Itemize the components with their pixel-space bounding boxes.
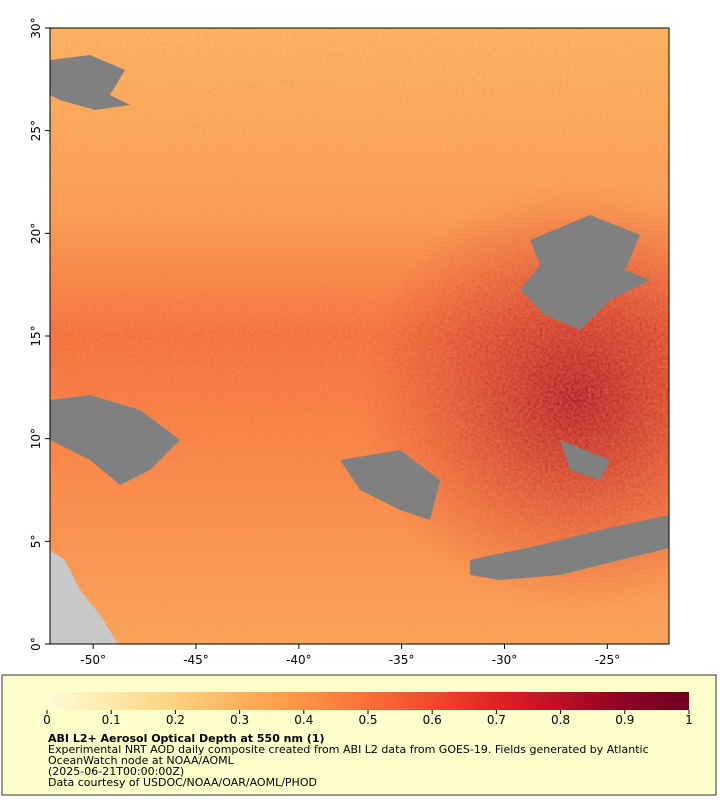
colorbar-tick-label: 0.8 <box>551 713 570 727</box>
colorbar-tick-label: 0.4 <box>294 713 313 727</box>
y-tick-label: 0° <box>29 637 43 651</box>
x-tick-label: -30° <box>492 653 518 667</box>
aod-field <box>50 28 669 644</box>
y-tick-label: 15° <box>29 325 43 346</box>
colorbar-tick-label: 0.3 <box>230 713 249 727</box>
x-tick-label: -40° <box>286 653 312 667</box>
x-tick-label: -25° <box>595 653 621 667</box>
colorbar <box>47 692 689 710</box>
colorbar-tick-label: 0.7 <box>487 713 506 727</box>
colorbar-tick-label: 0.5 <box>358 713 377 727</box>
x-tick-label: -45° <box>183 653 209 667</box>
y-tick-label: 25° <box>29 120 43 141</box>
colorbar-tick-label: 0.6 <box>423 713 442 727</box>
colorbar-tick-label: 1 <box>685 713 693 727</box>
y-tick-label: 30° <box>29 17 43 38</box>
note: Experimental NRT AOD daily composite cre… <box>48 743 649 756</box>
note: (2025-06-21T00:00:00Z) <box>48 765 184 778</box>
land <box>50 550 118 644</box>
colorbar-tick-label: 0 <box>43 713 51 727</box>
colorbar-tick-label: 0.1 <box>102 713 121 727</box>
y-tick-label: 20° <box>29 223 43 244</box>
y-tick-label: 10° <box>29 428 43 449</box>
note: OceanWatch node at NOAA/AOML <box>48 754 235 767</box>
colorbar-tick-label: 0.2 <box>166 713 185 727</box>
title: ABI L2+ Aerosol Optical Depth at 550 nm … <box>48 732 325 745</box>
x-tick-label: -50° <box>80 653 106 667</box>
x-tick-label: -35° <box>389 653 415 667</box>
y-tick-label: 5° <box>29 535 43 549</box>
colorbar-tick-label: 0.9 <box>615 713 634 727</box>
note: Data courtesy of USDOC/NOAA/OAR/AOML/PHO… <box>48 776 317 789</box>
no-data-cloud <box>50 55 669 580</box>
